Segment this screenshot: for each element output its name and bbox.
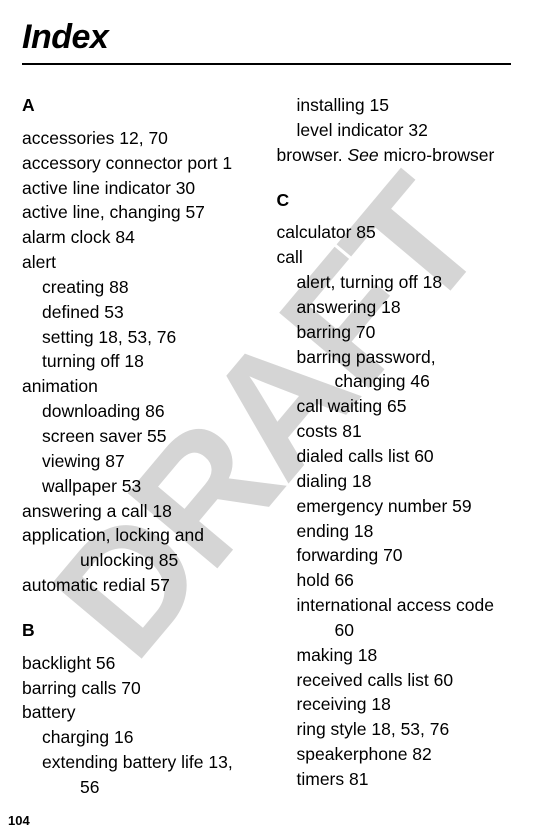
index-subentry: dialed calls list 60 [277,444,512,469]
index-entry: answering a call 18 [22,499,257,524]
index-columns: A accessories 12, 70 accessory connector… [22,93,511,800]
index-subentry: alert, turning off 18 [277,270,512,295]
index-subentry: setting 18, 53, 76 [22,325,257,350]
index-continuation: changing 46 [277,369,512,394]
browser-post: micro-browser [379,145,495,165]
index-entry: automatic redial 57 [22,573,257,598]
section-letter-a: A [22,93,257,118]
index-subentry: downloading 86 [22,399,257,424]
index-entry: accessory connector port 1 [22,151,257,176]
index-subentry: emergency number 59 [277,494,512,519]
index-entry: animation [22,374,257,399]
index-entry: calculator 85 [277,220,512,245]
index-subentry: receiving 18 [277,692,512,717]
index-subentry: turning off 18 [22,349,257,374]
index-subentry: dialing 18 [277,469,512,494]
right-column: installing 15 level indicator 32 browser… [277,93,512,800]
index-subentry: answering 18 [277,295,512,320]
index-subentry: wallpaper 53 [22,474,257,499]
index-subentry: ending 18 [277,519,512,544]
index-entry: active line, changing 57 [22,200,257,225]
index-continuation: 60 [277,618,512,643]
index-entry: application, locking and [22,523,257,548]
index-subentry: level indicator 32 [277,118,512,143]
left-column: A accessories 12, 70 accessory connector… [22,93,257,800]
index-subentry: extending battery life 13, [22,750,257,775]
index-subentry: ring style 18, 53, 76 [277,717,512,742]
index-subentry: defined 53 [22,300,257,325]
index-entry-browser: browser. See micro-browser [277,143,512,168]
page-number: 104 [8,813,30,828]
index-entry: active line indicator 30 [22,176,257,201]
index-continuation: 56 [22,775,257,800]
page-title: Index [22,18,511,65]
index-entry: backlight 56 [22,651,257,676]
index-subentry: barring password, [277,345,512,370]
index-subentry: call waiting 65 [277,394,512,419]
index-subentry: screen saver 55 [22,424,257,449]
index-entry: alarm clock 84 [22,225,257,250]
index-subentry: creating 88 [22,275,257,300]
page-content: Index A accessories 12, 70 accessory con… [0,0,533,800]
index-subentry: barring 70 [277,320,512,345]
browser-pre: browser. [277,145,348,165]
index-entry: accessories 12, 70 [22,126,257,151]
index-subentry: installing 15 [277,93,512,118]
index-entry: barring calls 70 [22,676,257,701]
index-subentry: viewing 87 [22,449,257,474]
index-subentry: international access code [277,593,512,618]
index-entry: call [277,245,512,270]
index-subentry: speakerphone 82 [277,742,512,767]
index-subentry: timers 81 [277,767,512,792]
see-text: See [348,145,379,165]
index-subentry: making 18 [277,643,512,668]
index-entry: alert [22,250,257,275]
index-subentry: forwarding 70 [277,543,512,568]
section-letter-b: B [22,618,257,643]
index-subentry: costs 81 [277,419,512,444]
section-letter-c: C [277,188,512,213]
index-continuation: unlocking 85 [22,548,257,573]
index-subentry: received calls list 60 [277,668,512,693]
index-entry: battery [22,700,257,725]
index-subentry: hold 66 [277,568,512,593]
index-subentry: charging 16 [22,725,257,750]
